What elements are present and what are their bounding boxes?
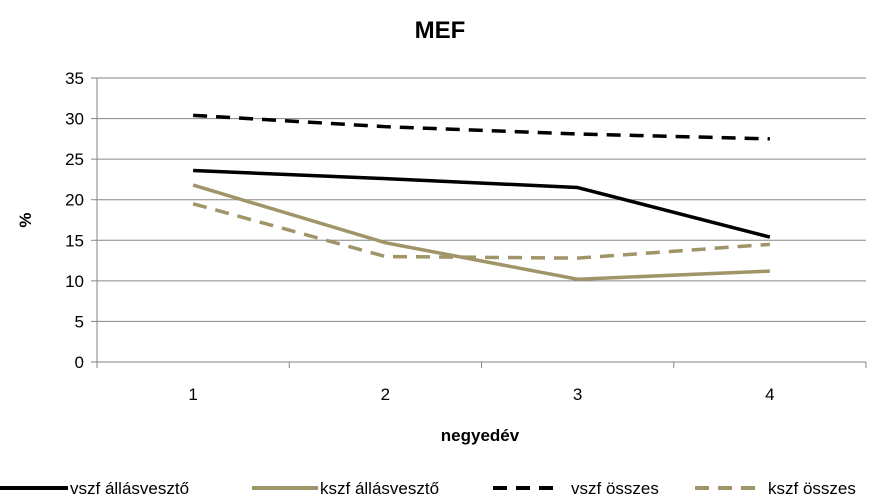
chart-title: MEF: [415, 17, 466, 44]
y-tick-label: 35: [65, 69, 84, 88]
y-tick-label: 30: [65, 110, 84, 129]
legend-label: vszf állásvesztő: [70, 479, 189, 497]
legend-label: kszf összes: [768, 479, 856, 497]
series-line-1: [193, 168, 771, 239]
y-tick-label: 25: [65, 150, 84, 169]
y-axis-label: %: [16, 212, 35, 227]
series-line-3: [193, 113, 770, 141]
x-tick-label: 1: [188, 385, 197, 404]
grid-lines: [97, 77, 866, 322]
x-tick-label: 4: [765, 385, 774, 404]
x-tick-labels: 1 2 3 4: [188, 385, 774, 404]
y-tick-label: 20: [65, 191, 84, 210]
y-tick-label: 15: [65, 231, 84, 250]
legend: vszf állásvesztő kszf állásvesztő vszf öss…: [0, 479, 856, 497]
legend-label: kszf állásvesztő: [320, 479, 439, 497]
y-tick-labels: 0 5 10 15 20 25 30 35: [65, 69, 84, 372]
axes: [91, 77, 867, 368]
series-line-4: [192, 202, 771, 260]
series-line-2: [192, 183, 770, 281]
y-tick-label: 0: [75, 353, 84, 372]
x-tick-label: 2: [381, 385, 390, 404]
legend-label: vszf összes: [571, 479, 659, 497]
x-axis-label: negyedév: [441, 426, 520, 445]
y-tick-label: 5: [75, 312, 84, 331]
series-lines: [192, 113, 771, 281]
y-tick-label: 10: [65, 272, 84, 291]
x-tick-label: 3: [573, 385, 582, 404]
